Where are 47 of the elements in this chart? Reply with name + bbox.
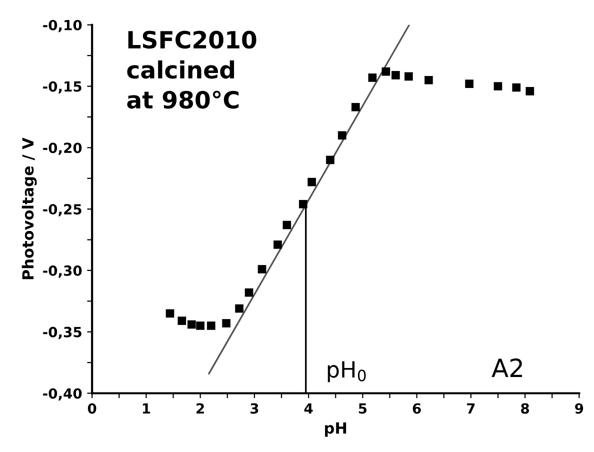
point [404, 72, 413, 81]
point [494, 82, 502, 90]
point [178, 316, 186, 325]
point [298, 200, 308, 208]
y-tick-label: -0,30 [43, 265, 82, 278]
x-tick-label: 4 [304, 403, 313, 414]
y-axis-title: Photovoltage / V [22, 138, 37, 280]
x-tick-label: 1 [142, 403, 150, 414]
point [206, 322, 216, 330]
y-tick-label: -0,35 [43, 326, 82, 340]
y-tick-label: -0,10 [43, 20, 82, 32]
point [368, 73, 377, 82]
x-tick-label: 0 [88, 403, 96, 414]
point [526, 87, 534, 96]
y-tick-label: -0,20 [43, 142, 82, 155]
annotation: A2 [492, 358, 522, 377]
x-tick-label: 6 [412, 403, 421, 414]
x-tick-label: 9 [575, 403, 584, 414]
y-tick-label: -0,40 [43, 388, 82, 400]
point [222, 319, 230, 328]
point [351, 102, 360, 112]
point [187, 320, 196, 329]
point [308, 178, 316, 186]
x-tick-label: 3 [250, 403, 258, 414]
point [326, 156, 334, 164]
point [424, 76, 433, 84]
x-axis-title: pH [325, 422, 346, 437]
point [338, 131, 346, 140]
point [282, 220, 292, 230]
point [274, 240, 282, 249]
point [392, 71, 400, 80]
point [235, 304, 244, 313]
x-tick-label: 8 [521, 403, 529, 414]
x-tick-label: 2 [196, 403, 204, 414]
y-tick-label: -0,25 [43, 204, 82, 216]
annotation: pH$_{0}$ [328, 361, 366, 382]
x-tick-label: 5 [358, 403, 367, 414]
point [382, 67, 390, 76]
point [166, 309, 174, 318]
point [258, 265, 266, 274]
point [465, 80, 474, 88]
y-tick-label: -0,15 [43, 81, 82, 94]
point [196, 322, 204, 330]
point [244, 288, 254, 297]
point [512, 83, 521, 92]
annotation: LSFC2010 calcined at 980°C [127, 30, 256, 109]
x-tick-label: 7 [467, 403, 475, 414]
